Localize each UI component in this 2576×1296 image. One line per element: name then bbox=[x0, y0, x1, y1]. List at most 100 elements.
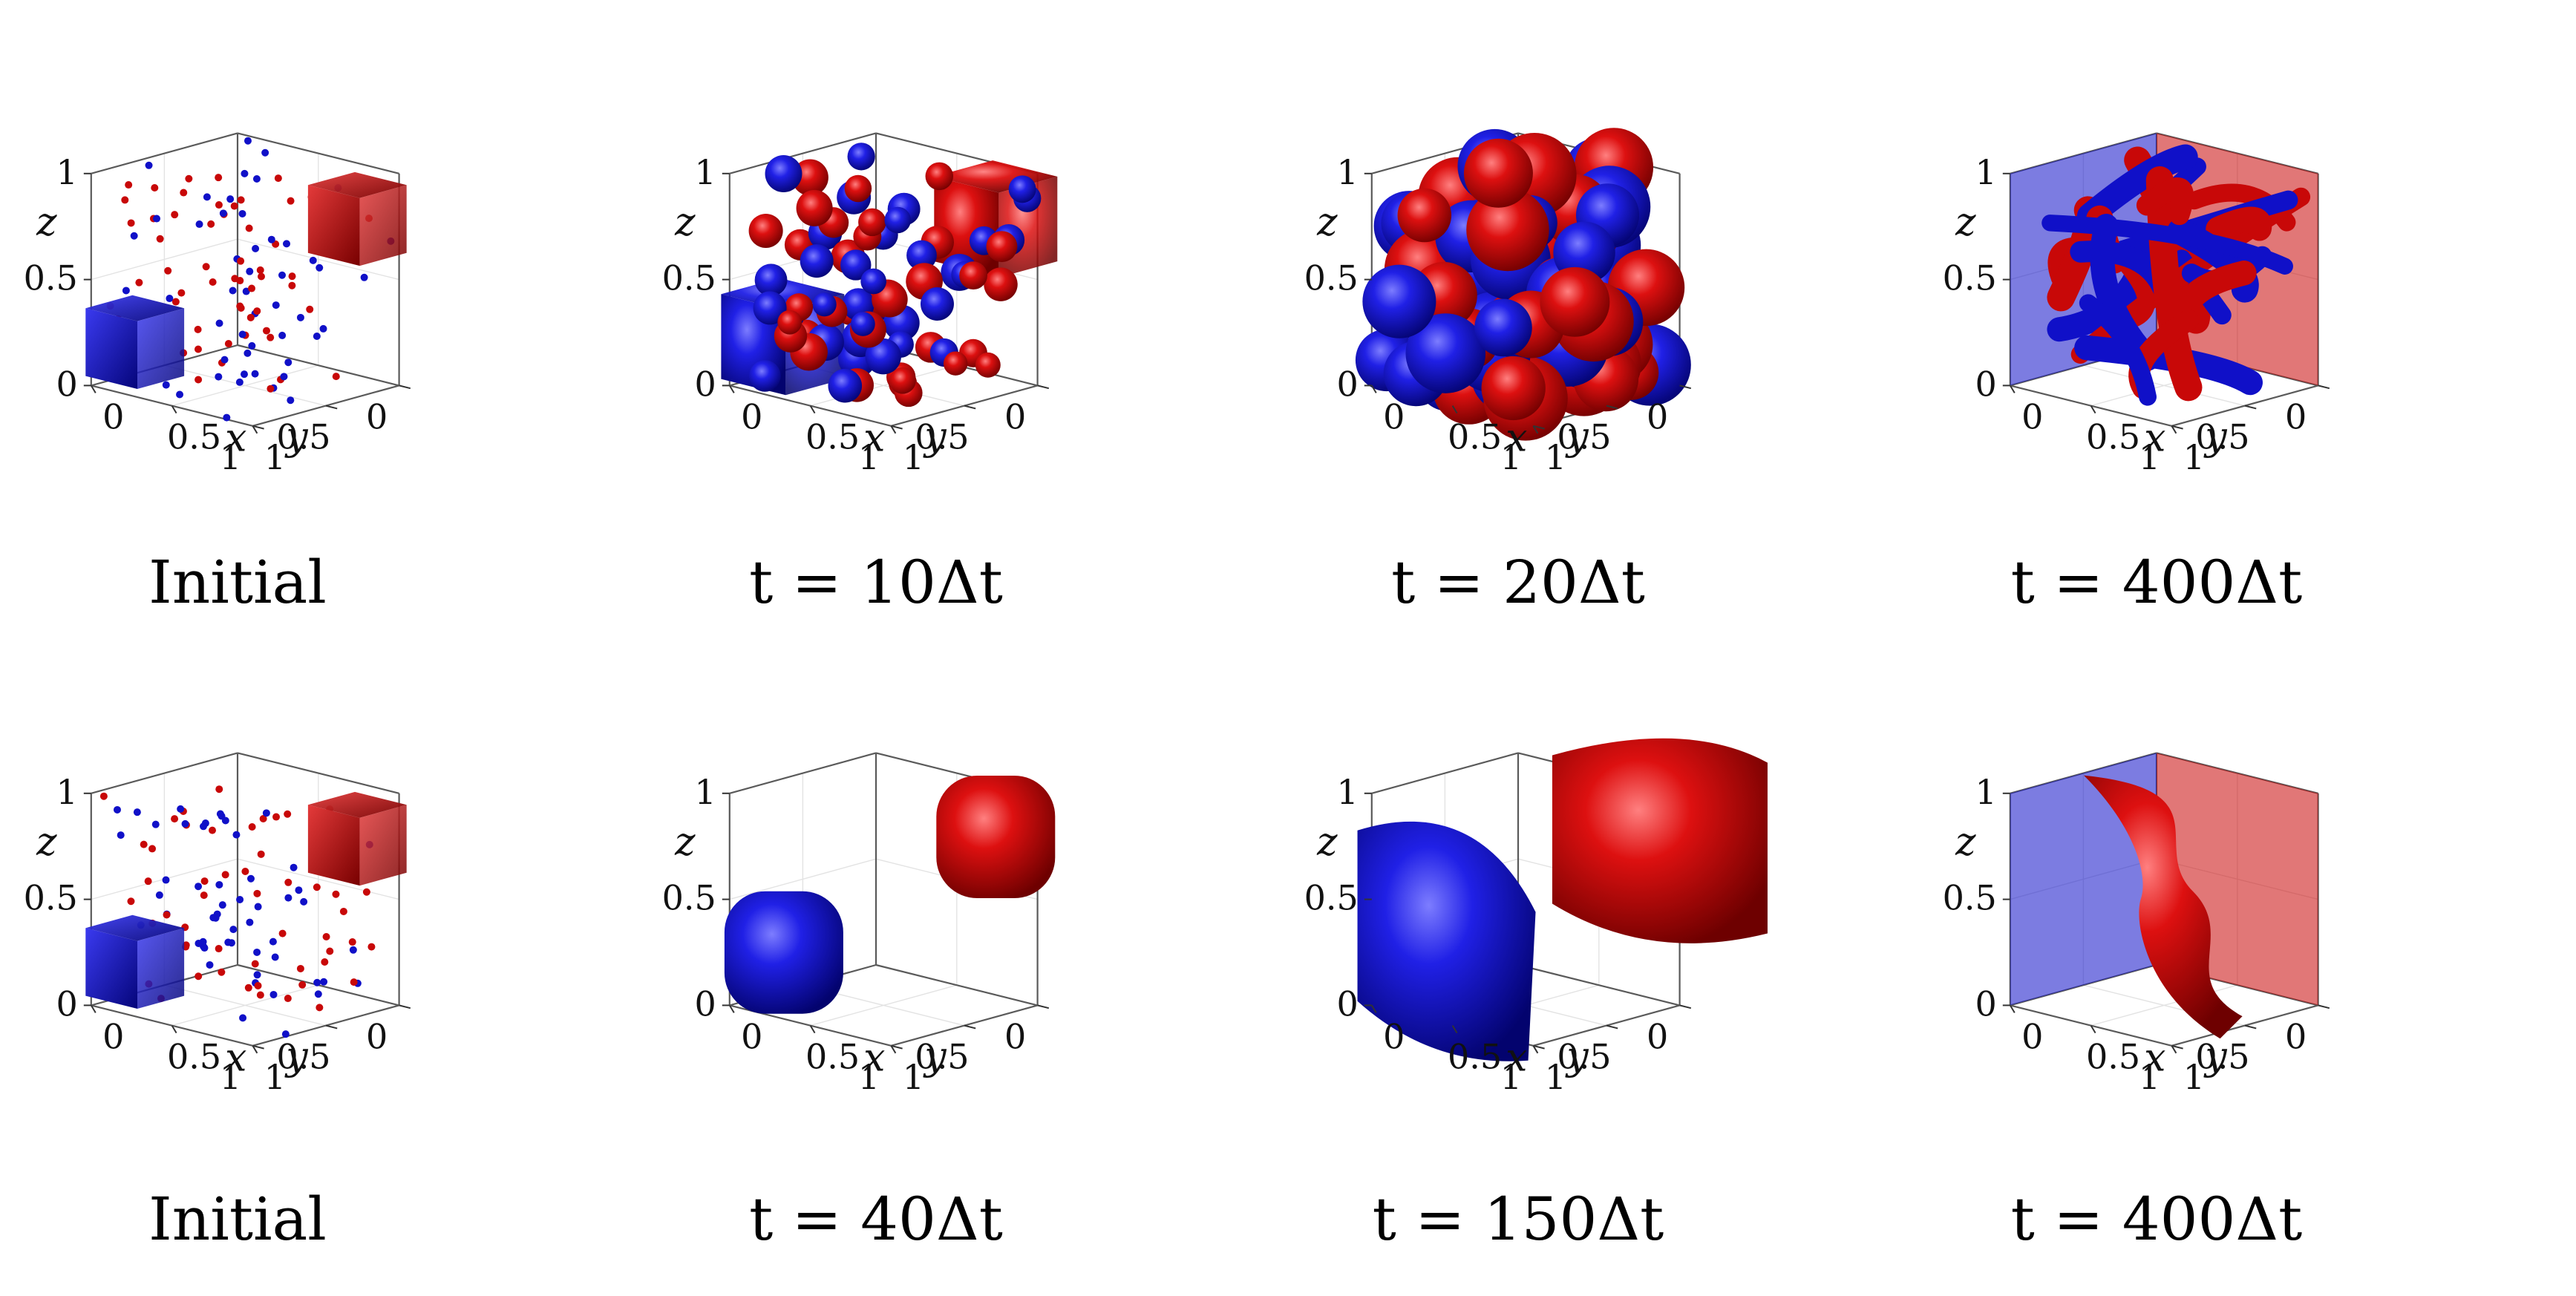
seed-point bbox=[127, 219, 135, 227]
seed-point bbox=[272, 813, 281, 821]
x-tick-label: 0 bbox=[1383, 396, 1405, 436]
droplet bbox=[847, 143, 875, 171]
blue-body bbox=[1357, 821, 1536, 1061]
seed-point bbox=[284, 995, 292, 1003]
axis-edge bbox=[237, 344, 399, 387]
seed-point bbox=[314, 990, 322, 998]
y-tick-label: 0.5 bbox=[276, 417, 330, 457]
red-cube-face bbox=[307, 805, 360, 886]
seed-point bbox=[207, 220, 215, 228]
seed-point bbox=[367, 943, 376, 951]
x-axis-label: x bbox=[225, 1036, 246, 1081]
seed-point bbox=[350, 978, 358, 986]
droplet bbox=[921, 287, 954, 321]
blue-cube-side bbox=[137, 928, 185, 1009]
seed-point bbox=[278, 331, 287, 339]
droplet bbox=[749, 360, 781, 392]
seed-point bbox=[182, 941, 190, 949]
droplet bbox=[844, 174, 872, 203]
seed-point bbox=[296, 313, 304, 321]
y-axis-label: y bbox=[2203, 415, 2227, 459]
droplet bbox=[984, 267, 1018, 301]
y-tick-label: 0 bbox=[2285, 396, 2307, 436]
y-tick-mark bbox=[325, 405, 338, 410]
x-tick-label: 0 bbox=[741, 396, 762, 436]
x-tick-mark bbox=[2171, 1045, 2177, 1054]
seed-point bbox=[246, 313, 255, 321]
droplet bbox=[889, 367, 916, 394]
panel-caption: t = 400Δt bbox=[2011, 548, 2303, 617]
seed-point bbox=[215, 880, 223, 888]
z-tick-label: 0 bbox=[56, 984, 78, 1024]
seed-point bbox=[215, 785, 223, 793]
y-tick-mark bbox=[2171, 425, 2183, 430]
y-tick-label: 0 bbox=[366, 396, 388, 436]
axis-edge bbox=[237, 752, 399, 794]
seed-point bbox=[200, 944, 209, 952]
seed-point bbox=[306, 305, 314, 313]
seed-point bbox=[348, 938, 356, 946]
z-tick-label: 1 bbox=[695, 772, 716, 812]
panel-caption: Initial bbox=[148, 548, 327, 617]
seed-point bbox=[313, 333, 321, 341]
seed-point bbox=[339, 907, 347, 915]
panel-caption: Initial bbox=[148, 1185, 327, 1254]
seed-point bbox=[121, 196, 129, 204]
seed-point bbox=[171, 298, 180, 306]
seed-point bbox=[278, 271, 287, 279]
seed-point bbox=[166, 295, 174, 303]
seed-point bbox=[252, 244, 260, 252]
seed-point bbox=[194, 345, 202, 353]
grid-line bbox=[91, 238, 238, 281]
droplet bbox=[925, 162, 954, 191]
y-tick-mark bbox=[252, 1044, 264, 1050]
seed-point bbox=[245, 224, 253, 232]
seed-point bbox=[99, 792, 108, 800]
seed-point bbox=[349, 946, 357, 954]
seed-point bbox=[313, 883, 321, 891]
seed-point bbox=[267, 235, 275, 243]
seed-point bbox=[269, 990, 278, 998]
seed-point bbox=[133, 808, 141, 816]
seed-point bbox=[218, 968, 226, 976]
seed-point bbox=[309, 256, 317, 264]
seed-point bbox=[202, 263, 210, 271]
x-tick-mark bbox=[728, 384, 735, 393]
z-tick-label: 0.5 bbox=[1304, 878, 1359, 918]
seed-point bbox=[283, 240, 291, 248]
y-tick-mark bbox=[2318, 384, 2330, 390]
red-cube-face bbox=[307, 185, 360, 266]
x-tick-label: 1 bbox=[264, 1057, 286, 1097]
seed-point bbox=[153, 215, 161, 223]
network-strand bbox=[2041, 215, 2293, 275]
red-cube-top bbox=[307, 791, 407, 818]
x-tick-label: 1 bbox=[1545, 437, 1566, 477]
x-tick-mark bbox=[1532, 1045, 1539, 1054]
seed-point bbox=[232, 831, 241, 839]
x-tick-label: 0 bbox=[102, 1016, 124, 1056]
seed-point bbox=[238, 330, 246, 338]
seed-point bbox=[221, 871, 229, 879]
seed-point bbox=[257, 272, 265, 281]
seed-point bbox=[135, 278, 143, 287]
seed-point bbox=[185, 174, 193, 183]
x-tick-label: 1 bbox=[903, 437, 924, 477]
droplet bbox=[975, 352, 1001, 378]
seed-point bbox=[253, 307, 261, 315]
z-tick-label: 0 bbox=[695, 364, 716, 404]
seed-point bbox=[212, 914, 220, 922]
seed-point bbox=[164, 266, 172, 275]
seed-point bbox=[125, 181, 133, 189]
x-tick-label: 0.5 bbox=[1448, 1037, 1502, 1077]
seed-point bbox=[162, 876, 170, 884]
seed-point bbox=[171, 815, 179, 823]
x-tick-label: 0.5 bbox=[805, 417, 860, 457]
seed-point bbox=[237, 304, 245, 312]
seed-point bbox=[194, 972, 203, 981]
z-axis-label: z bbox=[1316, 200, 1338, 245]
seed-point bbox=[201, 819, 209, 828]
z-axis-label: z bbox=[1955, 820, 1976, 865]
seed-point bbox=[259, 814, 267, 822]
seed-point bbox=[239, 1014, 247, 1022]
y-tick-mark bbox=[1679, 384, 1692, 390]
